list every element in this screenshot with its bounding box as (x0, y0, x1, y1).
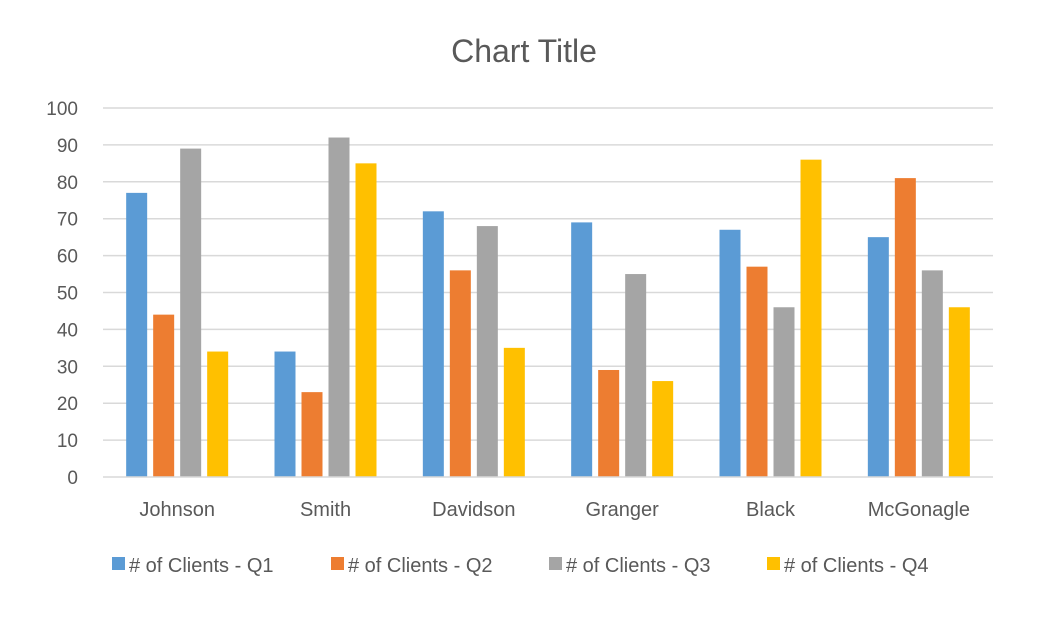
bar-johnson-q2 (153, 314, 175, 477)
bar-granger-q3 (625, 274, 647, 477)
bar-johnson-q4 (207, 351, 229, 477)
legend-swatch-q3 (549, 557, 562, 570)
y-tick-label: 60 (57, 247, 78, 268)
bar-davidson-q4 (503, 347, 525, 477)
bars (126, 137, 970, 478)
y-tick-label: 0 (67, 468, 78, 489)
legend-label-q3: # of Clients - Q3 (566, 555, 711, 577)
bar-johnson-q1 (126, 192, 148, 477)
y-tick-label: 30 (57, 357, 78, 378)
y-tick-label: 80 (57, 173, 78, 194)
bar-granger-q4 (652, 381, 674, 477)
x-category-label: Davidson (432, 499, 515, 521)
y-tick-label: 20 (57, 394, 78, 415)
x-category-label: Smith (300, 499, 351, 521)
legend-swatch-q2 (331, 557, 344, 570)
gridlines (103, 107, 993, 441)
bar-smith-q4 (355, 163, 377, 477)
x-category-label: Black (746, 499, 796, 521)
legend-label-q4: # of Clients - Q4 (784, 555, 929, 577)
bar-black-q4 (800, 159, 822, 477)
y-tick-label: 70 (57, 210, 78, 231)
bar-davidson-q2 (449, 270, 471, 477)
y-tick-label: 90 (57, 136, 78, 157)
y-tick-label: 50 (57, 284, 78, 305)
y-axis-tick-labels: 0 10 20 30 40 50 60 70 80 90 100 (46, 99, 78, 489)
x-axis-category-labels: Johnson Smith Davidson Granger Black McGonagl… (139, 499, 970, 521)
bar-granger-q2 (598, 369, 620, 477)
bar-black-q3 (773, 307, 795, 477)
bar-smith-q1 (274, 351, 296, 477)
x-category-label: McGonagle (868, 499, 970, 521)
bar-granger-q1 (571, 222, 593, 477)
bar-smith-q2 (301, 392, 323, 477)
legend-swatch-q1 (112, 557, 125, 570)
y-tick-label: 10 (57, 431, 78, 452)
bar-mcgonagle-q1 (867, 237, 889, 477)
bar-davidson-q1 (422, 211, 444, 477)
bar-black-q1 (719, 229, 741, 477)
bar-mcgonagle-q4 (948, 307, 970, 477)
bar-johnson-q3 (180, 148, 202, 477)
legend: # of Clients - Q1 # of Clients - Q2 # of C… (112, 555, 929, 577)
y-tick-label: 40 (57, 320, 78, 341)
legend-label-q2: # of Clients - Q2 (348, 555, 493, 577)
x-category-label: Granger (585, 499, 659, 521)
chart-title: Chart Title (451, 33, 597, 69)
legend-label-q1: # of Clients - Q1 (129, 555, 274, 577)
bar-mcgonagle-q3 (921, 270, 943, 477)
bar-mcgonagle-q2 (894, 178, 916, 478)
y-tick-label: 100 (46, 99, 78, 120)
legend-swatch-q4 (767, 557, 780, 570)
x-category-label: Johnson (139, 499, 215, 521)
bar-davidson-q3 (476, 226, 498, 477)
bar-black-q2 (746, 266, 768, 477)
bar-smith-q3 (328, 137, 350, 477)
